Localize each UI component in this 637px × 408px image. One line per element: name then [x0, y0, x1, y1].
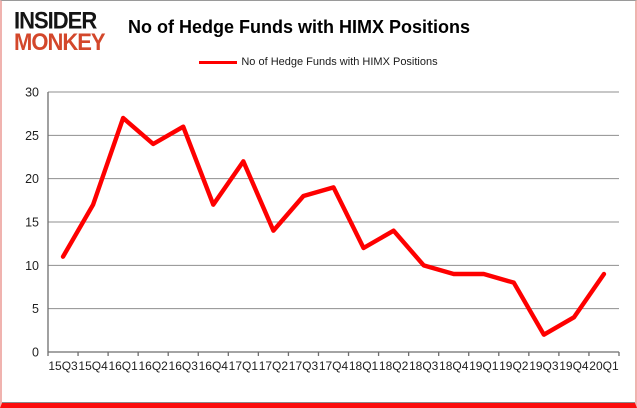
svg-text:19Q3: 19Q3 [529, 359, 559, 373]
svg-text:19Q4: 19Q4 [559, 359, 589, 373]
svg-text:17Q1: 17Q1 [229, 359, 259, 373]
logo-monkey: MONKEY [14, 28, 106, 56]
insider-monkey-logo: INSIDER MONKEY [14, 6, 106, 56]
svg-text:16Q1: 16Q1 [108, 359, 138, 373]
svg-text:19Q1: 19Q1 [469, 359, 499, 373]
svg-text:25: 25 [25, 129, 39, 143]
svg-text:20: 20 [25, 172, 39, 186]
page-title: No of Hedge Funds with HIMX Positions [128, 17, 470, 37]
svg-text:17Q4: 17Q4 [319, 359, 349, 373]
svg-text:30: 30 [25, 86, 39, 100]
svg-text:16Q3: 16Q3 [169, 359, 199, 373]
svg-text:17Q3: 17Q3 [289, 359, 319, 373]
svg-text:16Q2: 16Q2 [139, 359, 169, 373]
svg-text:0: 0 [32, 346, 39, 360]
svg-text:20Q1: 20Q1 [589, 359, 619, 373]
svg-text:18Q4: 18Q4 [439, 359, 469, 373]
x-axis-labels: 15Q3 15Q4 16Q1 16Q2 16Q3 16Q4 17Q1 17Q2 17Q3 17Q4… [48, 359, 619, 373]
legend-line-marker-icon [199, 60, 238, 64]
line-chart-svg: 0 5 10 15 20 25 30 15Q3 15Q4 16Q1 16Q2 16Q3 16Q4 17Q1… [25, 86, 620, 373]
svg-text:10: 10 [25, 259, 39, 273]
svg-text:15Q3: 15Q3 [48, 359, 78, 373]
svg-text:17Q2: 17Q2 [259, 359, 289, 373]
svg-text:16Q4: 16Q4 [199, 359, 229, 373]
svg-text:18Q1: 18Q1 [349, 359, 379, 373]
svg-text:18Q2: 18Q2 [379, 359, 409, 373]
y-axis-labels: 0 5 10 15 20 25 30 [25, 86, 39, 360]
legend-label: No of Hedge Funds with HIMX Positions [241, 56, 438, 68]
svg-text:19Q2: 19Q2 [499, 359, 529, 373]
svg-text:15Q4: 15Q4 [78, 359, 108, 373]
svg-text:18Q3: 18Q3 [409, 359, 439, 373]
series-line [60, 115, 607, 337]
svg-text:5: 5 [32, 302, 39, 316]
chart-legend: No of Hedge Funds with HIMX Positions [2, 56, 635, 68]
logo-insider: INSIDER [14, 6, 97, 34]
axes [47, 92, 620, 356]
svg-text:15: 15 [25, 216, 39, 230]
